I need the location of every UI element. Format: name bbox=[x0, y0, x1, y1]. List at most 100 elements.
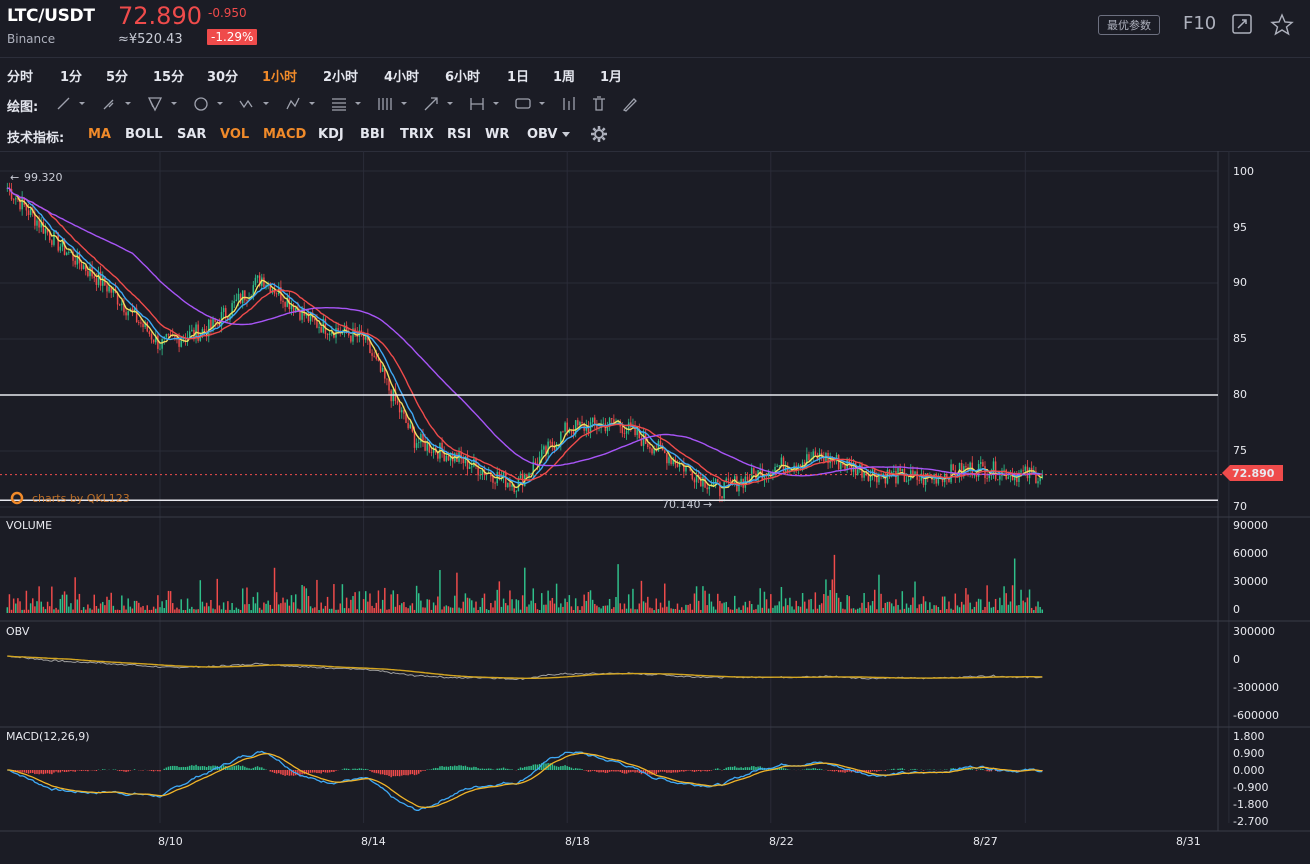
macd-hist-bar bbox=[685, 770, 687, 772]
f10-button[interactable]: F10 bbox=[1183, 13, 1217, 34]
tf-1m[interactable]: 1分 bbox=[60, 70, 83, 85]
volume-bar bbox=[116, 609, 119, 613]
tf-4h[interactable]: 4小时 bbox=[384, 70, 420, 85]
macd-hist-bar bbox=[971, 769, 974, 770]
candle bbox=[649, 447, 651, 449]
macd-hist-bar bbox=[714, 768, 717, 770]
candle bbox=[110, 286, 112, 293]
indicator-trix[interactable]: TRIX bbox=[400, 127, 434, 142]
tf-30m[interactable]: 30分 bbox=[207, 70, 239, 85]
volume-bar bbox=[644, 602, 647, 613]
volume-bar bbox=[1039, 606, 1041, 613]
macd-hist-bar bbox=[324, 770, 327, 773]
macd-hist-bar bbox=[878, 770, 880, 772]
volume-bar bbox=[415, 585, 418, 613]
volume-bar bbox=[803, 601, 806, 613]
tf-realtime[interactable]: 分时 bbox=[7, 70, 34, 85]
indicator-ma[interactable]: MA bbox=[88, 127, 111, 142]
macd-hist-bar bbox=[532, 764, 535, 770]
macd-hist-bar bbox=[661, 770, 664, 772]
tf-2h[interactable]: 2小时 bbox=[323, 70, 359, 85]
macd-hist-bar bbox=[782, 768, 785, 770]
candle bbox=[155, 335, 157, 343]
macd-hist-bar bbox=[647, 770, 649, 775]
candle bbox=[301, 308, 303, 320]
tf-6h[interactable]: 6小时 bbox=[445, 70, 481, 85]
indicator-boll[interactable]: BOLL bbox=[125, 127, 163, 142]
indicator-bbi[interactable]: BBI bbox=[360, 127, 385, 142]
best-params-button[interactable]: 最优参数 bbox=[1098, 15, 1160, 35]
macd-hist-bar bbox=[980, 768, 982, 770]
expand-icon[interactable] bbox=[1231, 13, 1253, 35]
candle bbox=[258, 275, 261, 286]
macd-hist-bar bbox=[784, 768, 787, 770]
volume-bar bbox=[880, 593, 882, 613]
tf-1d[interactable]: 1日 bbox=[507, 70, 530, 85]
candle bbox=[740, 478, 742, 486]
candle bbox=[549, 441, 551, 443]
volume-bar bbox=[464, 593, 467, 613]
tf-1h[interactable]: 1小时 bbox=[262, 70, 298, 85]
volume-bar bbox=[969, 602, 971, 613]
volume-bar bbox=[952, 609, 954, 613]
symbol: LTC/USDT bbox=[7, 6, 95, 26]
candle bbox=[861, 464, 863, 478]
candle bbox=[157, 335, 159, 349]
indicator-macd[interactable]: MACD bbox=[263, 127, 307, 142]
tf-1w[interactable]: 1周 bbox=[553, 70, 576, 85]
current-price-label: 72.890 bbox=[1232, 467, 1275, 480]
gear-icon[interactable] bbox=[590, 125, 608, 143]
candle bbox=[17, 198, 19, 200]
candle bbox=[133, 308, 136, 312]
volume-bar bbox=[926, 610, 929, 613]
volume-bar bbox=[734, 595, 736, 613]
macd-hist-bar bbox=[627, 770, 630, 773]
volume-bar bbox=[169, 591, 172, 613]
candle bbox=[1024, 466, 1027, 471]
candle bbox=[464, 456, 467, 464]
macd-hist-bar bbox=[969, 768, 971, 770]
macd-hist-bar bbox=[619, 770, 621, 772]
volume-bar bbox=[314, 607, 316, 613]
macd-hist-bar bbox=[354, 768, 356, 770]
drawing-tools[interactable] bbox=[55, 95, 645, 113]
candle bbox=[362, 335, 365, 340]
indicator-wr[interactable]: WR bbox=[485, 127, 510, 142]
candle bbox=[212, 319, 214, 329]
indicator-sar[interactable]: SAR bbox=[177, 127, 207, 142]
macd-hist-bar bbox=[23, 770, 26, 773]
macd-hist-bar bbox=[169, 766, 172, 770]
volume-bar bbox=[256, 592, 259, 613]
indicator-rsi[interactable]: RSI bbox=[447, 127, 472, 142]
volume-bar bbox=[263, 602, 265, 613]
price-chart[interactable]: VOLUME OBV MACD(12,26,9) 100 95 90 85 80… bbox=[0, 151, 1310, 864]
volume-bar bbox=[454, 595, 456, 613]
candle bbox=[897, 467, 899, 484]
tf-1mo[interactable]: 1月 bbox=[600, 70, 623, 85]
candle bbox=[852, 463, 855, 472]
macd-hist-bar bbox=[345, 768, 348, 770]
candle bbox=[466, 456, 469, 469]
indicator-obv[interactable]: OBV bbox=[527, 127, 558, 142]
candle bbox=[907, 479, 910, 481]
candle bbox=[231, 303, 233, 316]
macd-hist-bar bbox=[44, 770, 47, 774]
price-tick-100: 100 bbox=[1233, 165, 1254, 178]
chevron-down-icon[interactable] bbox=[561, 131, 571, 139]
volume-bar bbox=[640, 580, 643, 613]
macd-hist-bar bbox=[129, 770, 132, 771]
volume-bar bbox=[182, 610, 185, 613]
volume-bar bbox=[691, 609, 694, 613]
volume-bar bbox=[1028, 589, 1031, 613]
volume-bar bbox=[910, 604, 912, 613]
indicator-kdj[interactable]: KDJ bbox=[318, 127, 344, 142]
tf-15m[interactable]: 15分 bbox=[153, 70, 185, 85]
indicator-vol[interactable]: VOL bbox=[220, 127, 250, 142]
tf-5m[interactable]: 5分 bbox=[106, 70, 129, 85]
star-icon[interactable] bbox=[1270, 13, 1294, 37]
macd-hist-bar bbox=[986, 770, 988, 772]
volume-bar bbox=[721, 603, 723, 613]
candle bbox=[960, 463, 963, 476]
volume-bar bbox=[265, 603, 267, 613]
volume-bar bbox=[704, 590, 706, 613]
